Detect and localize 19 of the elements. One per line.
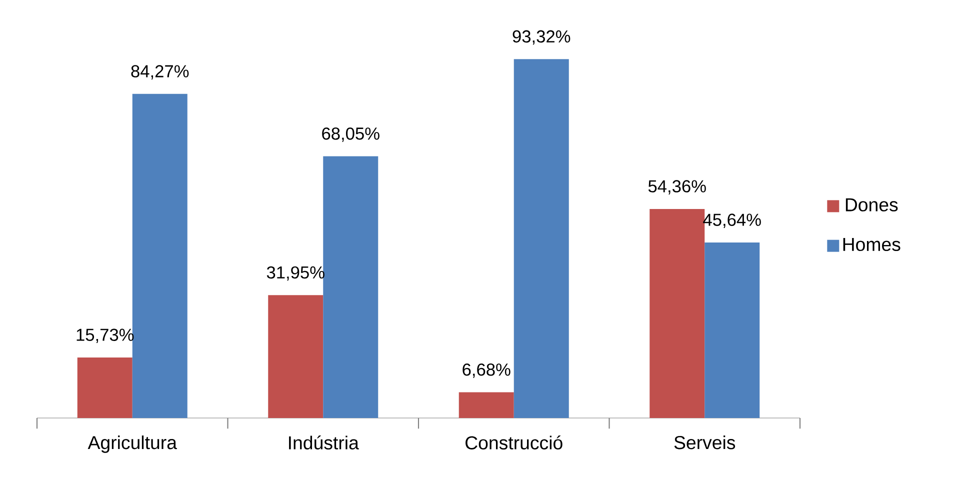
bar [132,94,188,418]
legend-label: Dones [846,198,898,212]
bar [323,156,378,418]
x-tick-label: Serveis [674,436,736,450]
data-label: 54,36% [648,180,706,194]
bar [268,295,324,418]
bar [704,242,760,418]
legend-label: Homes [843,238,900,252]
bar [458,392,514,418]
x-tick-label: Construcció [466,435,562,450]
bar [514,59,569,418]
data-label: 84,27% [131,65,189,80]
data-label: 6,68% [462,364,510,378]
bar [77,358,132,418]
x-tick-label: Agricultura [88,436,177,453]
x-tick-label: Indústria [289,435,359,450]
bar [650,208,705,418]
data-label: 68,05% [322,127,380,142]
data-label: 93,32% [512,30,570,45]
